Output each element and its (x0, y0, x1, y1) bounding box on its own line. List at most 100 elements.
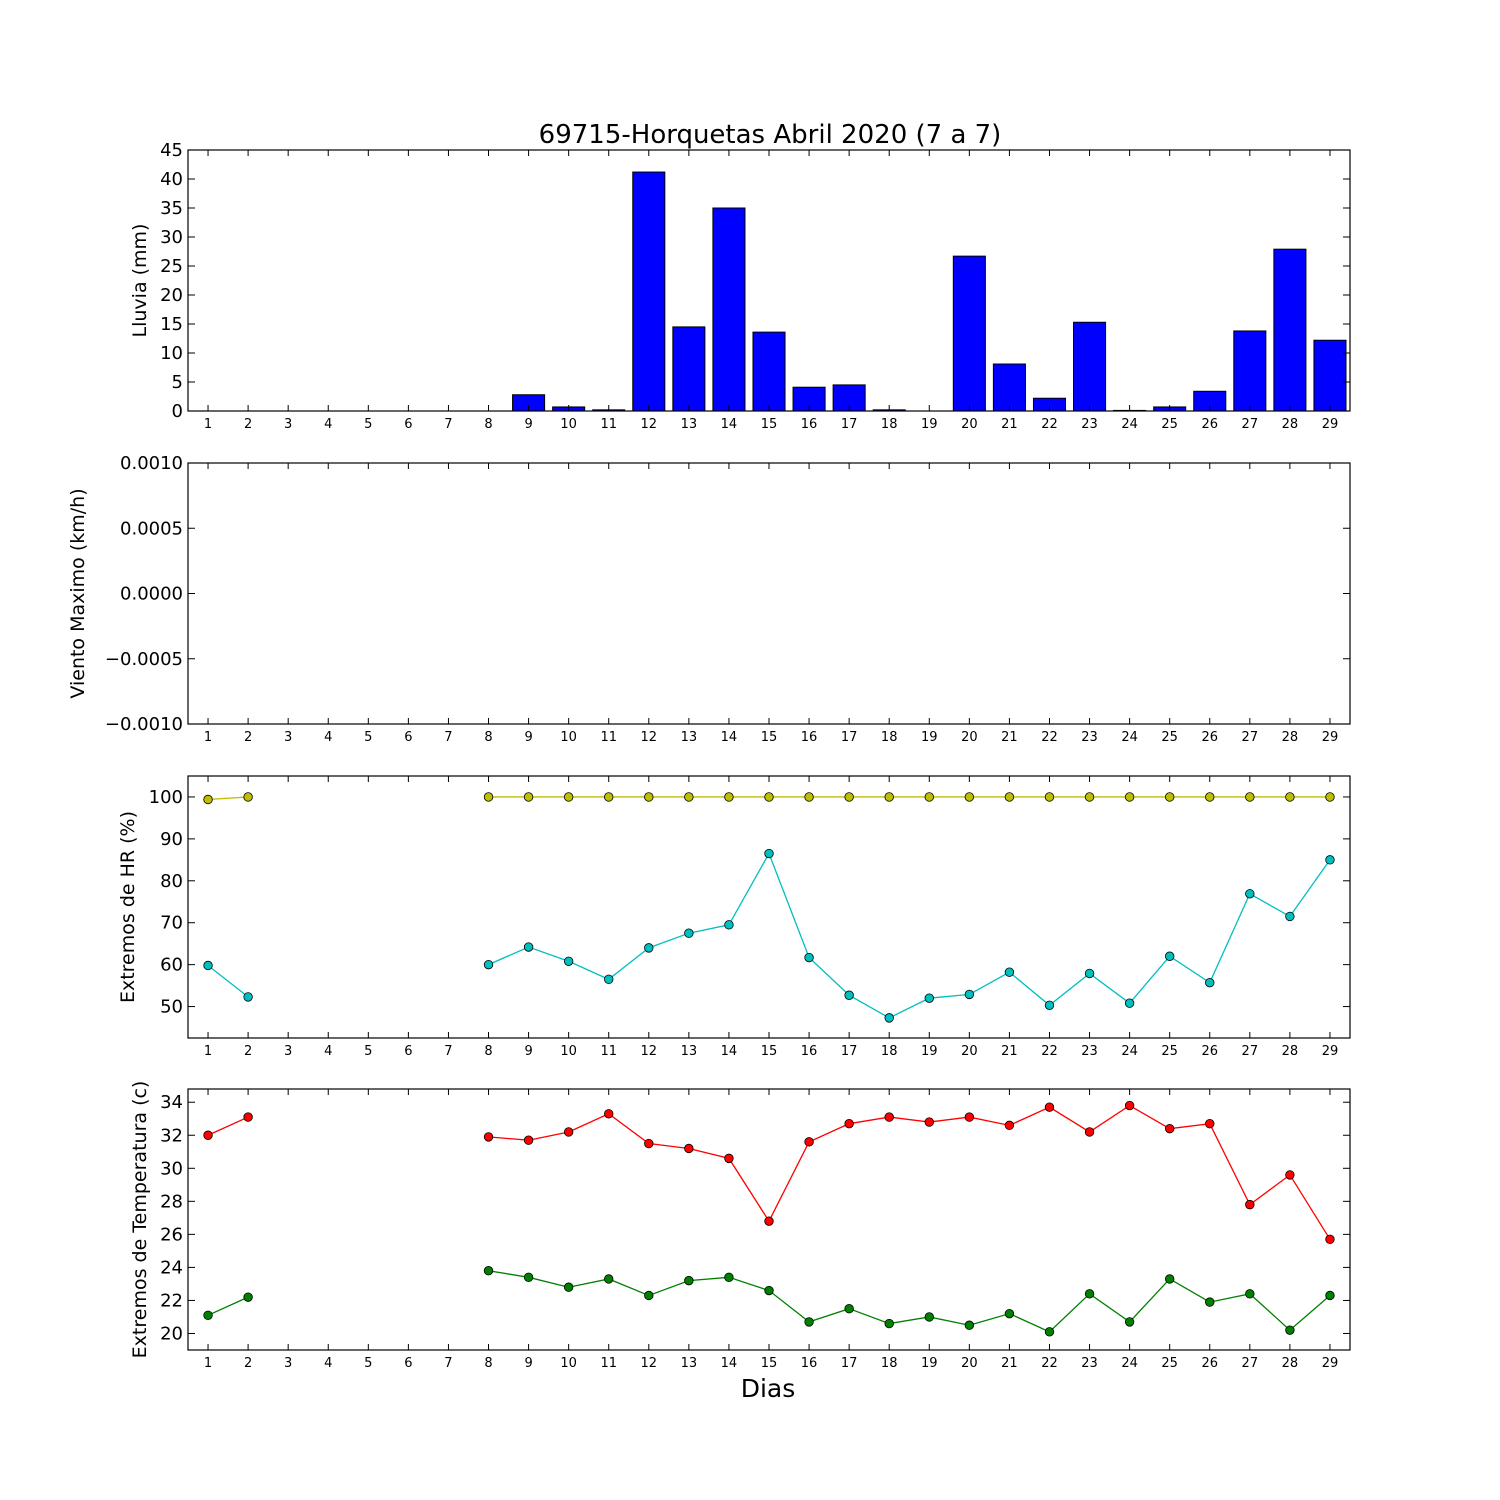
x-tick-label-day-11: 11 (600, 1044, 617, 1059)
x-tick-label-day-15: 15 (761, 1356, 778, 1371)
x-tick-label-day-13: 13 (681, 1356, 698, 1371)
x-tick-label-day-27: 27 (1242, 417, 1259, 432)
chart-title: 69715-Horquetas Abril 2020 (7 a 7) (539, 120, 1002, 150)
temp_max-line-segment-2 (488, 1104, 1331, 1240)
x-tick-label-day-15: 15 (761, 730, 778, 745)
rain-bar-day-28 (1273, 248, 1307, 412)
temp_max-point-day-29 (1325, 1234, 1335, 1245)
temp_min-point-day-10 (563, 1282, 574, 1292)
x-tick-label-day-27: 27 (1242, 1356, 1259, 1371)
hr_min-point-day-14 (724, 920, 734, 930)
temp_max-point-day-12 (644, 1138, 654, 1149)
y-tick-label: 34 (160, 1092, 183, 1113)
hr_max-point-day-1 (203, 794, 213, 805)
hr_max-point-day-16 (804, 792, 814, 802)
y-tick-label: 20 (160, 1323, 183, 1344)
temp_max-point-day-24 (1124, 1100, 1135, 1111)
hr_max-point-day-20 (964, 792, 975, 802)
x-tick-label-day-18: 18 (881, 730, 898, 745)
hr_max-point-day-22 (1044, 792, 1055, 802)
x-tick-label-day-10: 10 (560, 1044, 577, 1059)
x-tick-label-day-19: 19 (921, 417, 938, 432)
temp_max-point-day-15 (764, 1216, 774, 1226)
temp_max-point-day-14 (724, 1153, 734, 1164)
hr_min-point-day-10 (563, 956, 574, 966)
hr_max-point-day-11 (604, 792, 614, 802)
x-tick-label-day-11: 11 (600, 730, 617, 745)
y-tick-label: 80 (160, 871, 183, 892)
x-tick-label-day-23: 23 (1081, 1044, 1098, 1059)
hr_max-point-day-23 (1084, 792, 1095, 802)
hr_min-point-day-11 (604, 974, 614, 985)
x-tick-label-day-5: 5 (364, 417, 372, 432)
x-tick-label-day-5: 5 (364, 1356, 372, 1371)
x-tick-label-day-2: 2 (244, 730, 252, 745)
hr_max-point-day-26 (1205, 792, 1215, 802)
y-tick-label: 5 (172, 372, 183, 393)
temp_min-point-day-23 (1084, 1289, 1095, 1299)
temp_max-point-day-1 (203, 1130, 213, 1140)
x-tick-label-day-18: 18 (881, 1044, 898, 1059)
x-tick-label-day-24: 24 (1121, 1356, 1138, 1371)
y-tick-label: 10 (160, 343, 183, 364)
hr_min-line-segment-1 (207, 964, 249, 998)
temp_max-point-day-27 (1245, 1199, 1255, 1210)
y-tick-label: 22 (160, 1290, 183, 1311)
y-tick-label: 35 (160, 198, 183, 219)
x-tick-label-day-20: 20 (961, 1356, 978, 1371)
x-tick-label-day-2: 2 (244, 417, 252, 432)
temp_max-point-day-11 (604, 1109, 614, 1119)
hr_max-point-day-12 (644, 792, 654, 802)
y-tick-label: 50 (160, 997, 183, 1018)
hr_min-line-segment-2 (488, 852, 1331, 1019)
x-tick-label-day-23: 23 (1081, 730, 1098, 745)
x-tick-label-day-21: 21 (1001, 417, 1018, 432)
hr_min-point-day-24 (1124, 998, 1135, 1008)
x-tick-label-day-9: 9 (524, 730, 532, 745)
x-tick-label-day-3: 3 (284, 730, 292, 745)
x-tick-label-day-27: 27 (1242, 730, 1259, 745)
hr_max-line-segment-1 (207, 796, 249, 801)
x-tick-label-day-17: 17 (841, 730, 858, 745)
x-tick-label-day-19: 19 (921, 1356, 938, 1371)
temp_min-point-day-24 (1124, 1317, 1135, 1327)
temp_max-point-day-20 (964, 1112, 975, 1122)
temp_min-point-day-20 (964, 1320, 975, 1330)
x-tick-label-day-12: 12 (641, 1044, 658, 1059)
x-tick-label-day-9: 9 (524, 1044, 532, 1059)
temp_max-point-day-28 (1285, 1170, 1295, 1180)
y-tick-label: 32 (160, 1125, 183, 1146)
x-tick-label-day-22: 22 (1041, 417, 1058, 432)
x-tick-label-day-22: 22 (1041, 1356, 1058, 1371)
x-tick-label-day-26: 26 (1201, 1044, 1218, 1059)
x-tick-label-day-7: 7 (444, 417, 452, 432)
x-tick-label-day-3: 3 (284, 1044, 292, 1059)
x-tick-label-day-25: 25 (1161, 1356, 1178, 1371)
y-tick-label: −0.0005 (105, 649, 183, 670)
temp_max-point-day-9 (523, 1135, 534, 1145)
x-tick-label-day-10: 10 (560, 1356, 577, 1371)
hr_min-point-day-19 (924, 993, 934, 1003)
x-tick-label-day-16: 16 (801, 1356, 818, 1371)
x-tick-label-day-10: 10 (560, 417, 577, 432)
x-tick-label-day-28: 28 (1282, 1044, 1299, 1059)
hr_min-point-day-8 (483, 959, 494, 970)
x-tick-label-day-1: 1 (204, 730, 212, 745)
temp_min-point-day-17 (844, 1304, 854, 1314)
temp_max-line-segment-1 (207, 1116, 249, 1136)
x-tick-label-day-4: 4 (324, 1356, 332, 1371)
x-tick-label-day-23: 23 (1081, 417, 1098, 432)
hr_max-point-day-24 (1124, 792, 1135, 802)
rain-bar-day-29 (1313, 339, 1347, 412)
temp_max-point-day-21 (1004, 1120, 1015, 1131)
x-tick-label-day-28: 28 (1282, 730, 1299, 745)
hr_max-point-day-21 (1004, 792, 1015, 802)
hr_max-point-day-28 (1285, 792, 1295, 802)
x-tick-label-day-23: 23 (1081, 1356, 1098, 1371)
x-tick-label-day-9: 9 (524, 417, 532, 432)
hr_min-point-day-27 (1245, 889, 1255, 899)
y-axis-label-2: Viento Maximo (km/h) (67, 488, 89, 698)
temp_min-point-day-15 (764, 1285, 774, 1296)
y-axis-label-4: Extremos de Temperatura (c) (129, 1081, 151, 1359)
x-tick-label-day-17: 17 (841, 1044, 858, 1059)
